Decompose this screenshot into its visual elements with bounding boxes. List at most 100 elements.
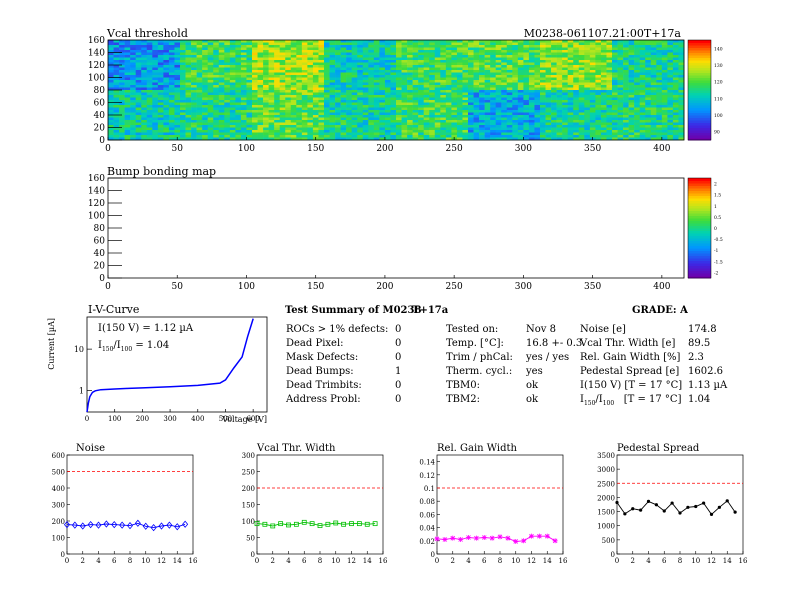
heatmap-cell	[307, 77, 314, 81]
heatmap-cell	[490, 105, 496, 108]
data-point	[466, 535, 471, 540]
heatmap-cell	[506, 130, 513, 133]
heatmap-cell	[346, 107, 352, 111]
heatmap-cell	[340, 65, 347, 68]
heatmap-cell	[135, 110, 142, 113]
heatmap-cell	[600, 80, 607, 83]
heatmap-cell	[473, 40, 480, 43]
heatmap-cell	[412, 95, 419, 98]
heatmap-cell	[307, 112, 314, 116]
heatmap-cell	[484, 60, 491, 63]
performance-values: 174.8 89.5 2.3 1602.6 1.13 µA 1.04	[688, 323, 727, 407]
heatmap-cell	[628, 77, 635, 81]
heatmap-cell	[656, 117, 663, 121]
heatmap-cell	[456, 52, 463, 56]
heatmap-cell	[451, 105, 458, 108]
heatmap-cell	[396, 40, 402, 43]
heatmap-cell	[384, 52, 391, 56]
heatmap-cell	[562, 82, 568, 86]
heatmap-cell	[650, 112, 657, 116]
heatmap-cell	[174, 125, 181, 128]
heatmap-cell	[401, 97, 408, 101]
heatmap-cell	[168, 117, 175, 121]
heatmap-cell	[473, 120, 480, 123]
heatmap-cell	[130, 42, 136, 46]
heatmap-cell	[501, 80, 508, 83]
heatmap-cell	[157, 60, 164, 63]
heatmap-cell	[645, 130, 652, 133]
heatmap-cell	[589, 57, 596, 61]
heatmap-cell	[168, 72, 175, 76]
heatmap-cell	[473, 95, 480, 98]
heatmap-cell	[213, 130, 220, 133]
heatmap-cell	[445, 65, 452, 68]
heatmap-cell	[229, 85, 236, 88]
heatmap-cell	[490, 107, 496, 111]
heatmap-cell	[119, 52, 125, 56]
heatmap-cell	[252, 40, 258, 43]
heatmap-cell	[456, 67, 463, 71]
heatmap-cell	[617, 107, 624, 111]
heatmap-cell	[678, 85, 685, 88]
heatmap-cell	[434, 135, 441, 138]
heatmap-cell	[301, 107, 308, 111]
heatmap-cell	[678, 70, 685, 73]
heatmap-cell	[246, 95, 253, 98]
heatmap-cell	[473, 100, 480, 103]
colorbar-band	[688, 87, 711, 91]
heatmap-cell	[578, 95, 585, 98]
heatmap-cell	[639, 97, 646, 101]
heatmap-cell	[623, 110, 629, 113]
heatmap-cell	[490, 57, 496, 61]
heatmap-cell	[440, 72, 447, 76]
heatmap-cell	[229, 70, 236, 73]
heatmap-cell	[623, 50, 629, 53]
y-tick-label: 1500	[597, 509, 615, 517]
heatmap-cell	[562, 65, 568, 68]
heatmap-cell	[180, 67, 186, 71]
heatmap-cell	[279, 85, 286, 88]
heatmap-cell	[451, 100, 458, 103]
heatmap-cell	[634, 67, 640, 71]
heatmap-cell	[578, 122, 585, 126]
heatmap-cell	[224, 57, 231, 61]
heatmap-cell	[606, 85, 613, 88]
heatmap-cell	[661, 70, 668, 73]
heatmap-cell	[135, 57, 142, 61]
heatmap-cell	[661, 52, 668, 56]
heatmap-cell	[484, 97, 491, 101]
heatmap-cell	[523, 97, 530, 101]
heatmap-cell	[456, 122, 463, 126]
heatmap-cell	[301, 112, 308, 116]
heatmap-cell	[600, 65, 607, 68]
heatmap-cell	[351, 55, 358, 58]
heatmap-cell	[218, 82, 225, 86]
x-tick-label: 2	[81, 557, 85, 565]
heatmap-cell	[551, 125, 557, 128]
heatmap-cell	[119, 130, 125, 133]
heatmap-cell	[639, 87, 646, 91]
heatmap-cell	[235, 42, 242, 46]
heatmap-cell	[396, 80, 402, 83]
heatmap-cell	[628, 137, 635, 141]
y-tick-label: 400	[52, 485, 65, 493]
heatmap-cell	[263, 97, 269, 101]
heatmap-cell	[318, 75, 325, 78]
heatmap-cell	[628, 112, 635, 116]
heatmap-cell	[672, 42, 679, 46]
heatmap-cell	[329, 137, 336, 141]
colorbar-frame	[687, 39, 712, 141]
heatmap-cell	[180, 107, 186, 111]
heatmap-cell	[401, 125, 408, 128]
heatmap-cell	[534, 137, 541, 141]
heatmap-cell	[484, 52, 491, 56]
iv-x-tick-label: 500	[219, 415, 232, 423]
heatmap-cell	[119, 70, 125, 73]
heatmap-cell	[589, 40, 596, 43]
heatmap-cell	[390, 135, 397, 138]
heatmap-cell	[113, 82, 120, 86]
heatmap-cell	[235, 57, 242, 61]
heatmap-cell	[191, 65, 197, 68]
heatmap-cell	[578, 85, 585, 88]
grade: GRADE: A	[632, 305, 688, 316]
